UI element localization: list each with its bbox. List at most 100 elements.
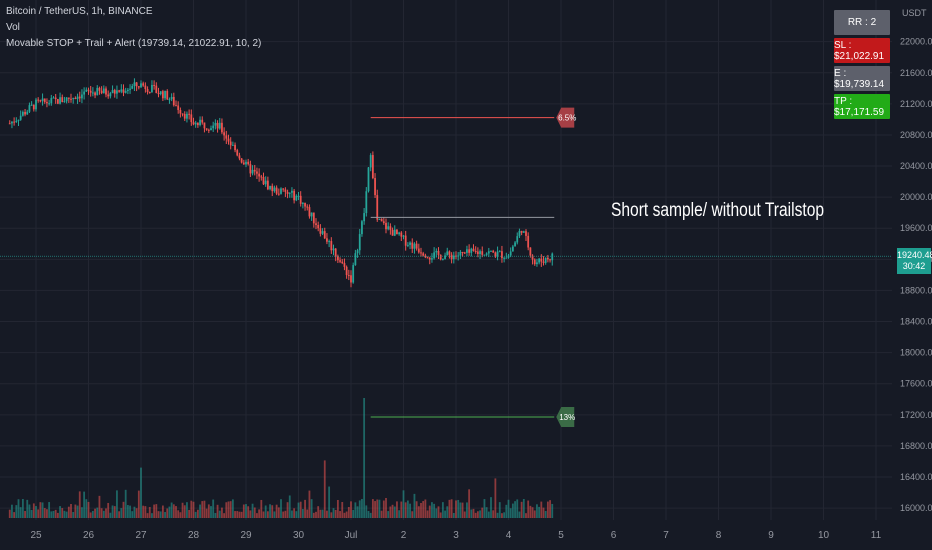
price-tick-label: 16400.00	[900, 472, 932, 482]
candle-body	[207, 129, 210, 131]
candle-body	[332, 248, 335, 251]
candle-body	[441, 258, 444, 260]
volume-bar	[505, 504, 508, 518]
volume-bar	[336, 500, 339, 518]
candle-body	[350, 275, 352, 283]
volume-bar	[144, 506, 147, 518]
candle-body	[509, 251, 512, 256]
candle-body	[120, 89, 123, 92]
volume-bar	[21, 499, 24, 518]
volume-bar	[231, 499, 234, 518]
volume-bar	[266, 511, 269, 518]
candle-body	[378, 218, 381, 220]
volume-bar	[406, 500, 409, 518]
volume-bar	[501, 513, 503, 518]
volume-bar	[481, 507, 484, 518]
volume-bar	[247, 506, 250, 518]
candle-body	[262, 176, 265, 185]
volume-bar	[396, 501, 398, 518]
candle-body	[28, 105, 31, 112]
volume-bar	[371, 499, 374, 518]
volume-bar	[531, 507, 534, 518]
candle-body	[406, 244, 409, 246]
price-tick-label: 18800.00	[900, 285, 932, 295]
volume-bar	[496, 512, 499, 518]
volume-bar	[339, 511, 341, 518]
volume-bar	[367, 510, 370, 518]
volume-bar	[225, 502, 228, 518]
symbol-title[interactable]: Bitcoin / TetherUS, 1h, BINANCE	[6, 6, 153, 17]
candle-body	[188, 113, 191, 115]
candle-body	[487, 251, 490, 254]
volume-bar	[297, 502, 300, 518]
candle-body	[297, 195, 300, 197]
candle-body	[210, 128, 212, 131]
candle-body	[177, 105, 180, 110]
volume-bar	[8, 509, 11, 518]
volume-bar	[450, 499, 453, 518]
volume-bar	[229, 501, 232, 518]
candle-body	[264, 180, 267, 185]
volume-label[interactable]: Vol	[6, 22, 20, 33]
candle-body	[310, 212, 313, 217]
indicator-label[interactable]: Movable STOP + Trail + Alert (19739.14, …	[6, 38, 262, 49]
volume-bar	[393, 506, 396, 518]
volume-bar	[358, 500, 361, 518]
volume-bar	[391, 504, 394, 518]
volume-bar	[41, 502, 44, 518]
volume-bar	[218, 510, 221, 518]
candle-body	[516, 236, 519, 243]
volume-bar	[525, 513, 527, 518]
volume-bar	[374, 501, 376, 518]
volume-bar	[83, 491, 86, 518]
volume-bar	[216, 504, 219, 518]
volume-bar	[170, 502, 173, 518]
candle-body	[175, 105, 177, 107]
volume-bar	[116, 490, 118, 518]
volume-bar	[251, 503, 254, 518]
volume-bar	[282, 511, 285, 518]
candle-body	[100, 90, 103, 94]
candle-body	[317, 224, 320, 229]
volume-bar	[378, 499, 381, 518]
candle-body	[352, 265, 355, 283]
candle-body	[450, 254, 453, 260]
volume-bar	[129, 505, 131, 518]
candle-body	[315, 223, 317, 225]
take_profit-label: 13%	[559, 413, 575, 422]
candle-body	[422, 253, 425, 256]
time-tick-label: 7	[663, 530, 669, 541]
volume-bar	[428, 505, 431, 518]
volume-bar	[483, 499, 486, 518]
volume-bar	[527, 500, 530, 518]
volume-bar	[520, 501, 523, 518]
volume-bar	[70, 503, 72, 518]
volume-bar	[155, 504, 158, 518]
candle-body	[472, 248, 475, 252]
candle-body	[102, 88, 105, 94]
price-tick-label: 17600.00	[900, 379, 932, 389]
volume-bar	[291, 510, 293, 518]
candle-body	[63, 101, 66, 103]
volume-bar	[474, 512, 477, 518]
volume-bar	[542, 507, 545, 518]
volume-bar	[321, 509, 324, 518]
candle-body	[85, 89, 88, 92]
volume-bar	[352, 509, 355, 518]
volume-bar	[177, 510, 180, 518]
candle-body	[492, 250, 495, 253]
candle-body	[133, 82, 136, 86]
volume-bar	[135, 508, 138, 518]
candle-body	[308, 207, 311, 217]
candle-body	[431, 258, 433, 260]
current-price-tag: 19240.48 30:42	[897, 248, 932, 275]
candle-body	[531, 255, 534, 260]
candle-body	[116, 90, 118, 94]
candle-body	[415, 243, 418, 249]
volume-bar	[214, 512, 217, 518]
candle-body	[361, 221, 363, 235]
candle-body	[301, 203, 304, 205]
volume-bar	[179, 512, 182, 518]
volume-bar	[271, 505, 274, 518]
